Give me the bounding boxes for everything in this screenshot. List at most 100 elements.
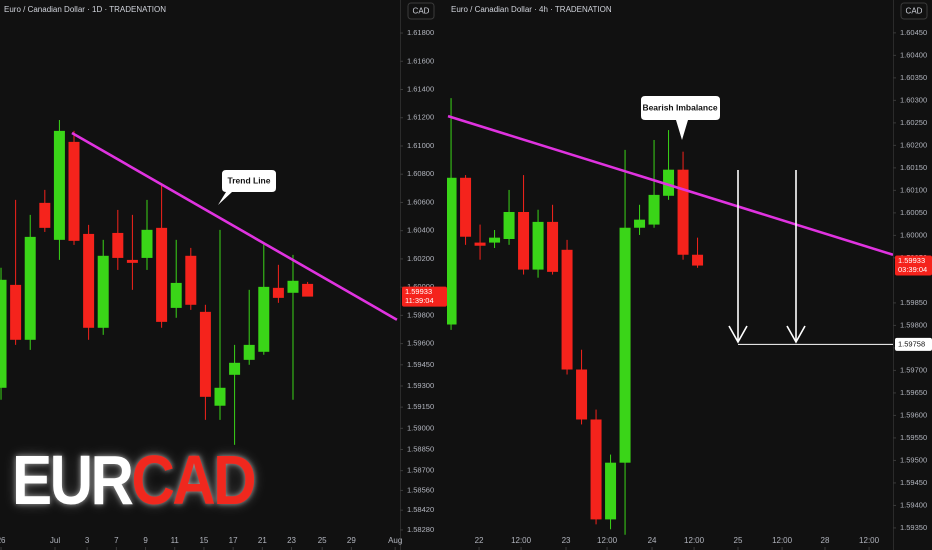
y-tick-label: 1.60200: [407, 254, 434, 263]
y-tick-label: 1.58560: [407, 485, 434, 494]
x-tick-label: 17: [229, 536, 238, 545]
candle-body: [83, 233, 95, 328]
callout-text: Trend Line: [228, 175, 271, 185]
candle-body: [243, 344, 255, 360]
currency-box: [407, 2, 435, 20]
countdown-label: 03:39:04: [898, 265, 927, 274]
candle-body: [590, 419, 602, 520]
candle-body: [503, 211, 515, 239]
y-tick-label: 1.60100: [900, 185, 927, 194]
candle-body: [547, 221, 559, 272]
y-tick-label: 1.59550: [900, 433, 927, 442]
x-tick-label: 26: [0, 536, 6, 545]
plot-layer: [0, 98, 894, 535]
candle-body: [489, 237, 501, 243]
candle-body: [272, 287, 284, 298]
arrow-head: [728, 325, 748, 344]
last-price-label: 1.59933: [405, 287, 432, 296]
y-tick-label: 1.59350: [900, 523, 927, 532]
candle-body: [170, 282, 182, 308]
y-tick-label: 1.60800: [407, 169, 434, 178]
y-tick-label: 1.61800: [407, 28, 434, 37]
callout-bubble: [218, 170, 276, 205]
candle-body: [634, 219, 646, 228]
x-tick-label: 23: [287, 536, 296, 545]
y-tick-label: 1.59150: [407, 402, 434, 411]
price-axis: [400, 0, 447, 550]
candle-body: [445, 177, 457, 325]
x-tick-label: 29: [347, 536, 356, 545]
candle-body: [185, 255, 197, 305]
candle-body: [126, 259, 138, 263]
y-tick-label: 1.59600: [407, 339, 434, 348]
y-tick-label: 1.59700: [900, 365, 927, 374]
candle-body: [53, 130, 65, 240]
candle-body: [561, 249, 573, 370]
y-tick-label: 1.59450: [900, 478, 927, 487]
y-tick-label: 1.60450: [900, 28, 927, 37]
y-tick-label: 1.60000: [900, 230, 927, 239]
y-tick-label: 1.58700: [407, 466, 434, 475]
watermark-quote: CAD: [131, 441, 256, 519]
y-tick-label: 1.59800: [407, 310, 434, 319]
candle-body: [229, 362, 241, 375]
candle-body: [518, 211, 530, 270]
x-tick-label: 11: [171, 536, 180, 545]
trend-line-callout: Trend Line: [218, 170, 276, 205]
bearish-imbalance-callout: Bearish Imbalance: [641, 96, 720, 140]
y-tick-label: 1.60350: [900, 73, 927, 82]
x-tick-label: 28: [821, 536, 830, 545]
watermark: EURCAD: [12, 440, 257, 520]
candle-body: [0, 279, 7, 388]
countdown-label: 11:39:04: [405, 296, 434, 305]
x-tick-label: 25: [734, 536, 743, 545]
candle-body: [10, 284, 22, 340]
y-tick-label: 1.60250: [900, 118, 927, 127]
x-tick-label: 12:00: [684, 536, 705, 545]
trend-line: [447, 114, 894, 256]
x-tick-label: 15: [199, 536, 208, 545]
y-tick-label: 1.59500: [900, 455, 927, 464]
x-tick-label: 12:00: [859, 536, 880, 545]
down-arrows: [728, 170, 806, 344]
x-tick-label: 7: [114, 536, 119, 545]
candle-body: [648, 194, 660, 225]
watermark-base: EUR: [12, 441, 134, 519]
candle-body: [287, 280, 299, 293]
candle-body: [474, 242, 486, 246]
y-tick-label: 1.60400: [900, 50, 927, 59]
y-tick-label: 1.60150: [900, 163, 927, 172]
x-tick-label: 9: [143, 536, 148, 545]
y-tick-label: 1.61400: [407, 84, 434, 93]
x-tick-label: 25: [318, 536, 327, 545]
candle-body: [532, 221, 544, 270]
last-price-box: [402, 286, 447, 307]
candle-body: [576, 369, 588, 420]
level-label: 1.59758: [898, 339, 925, 348]
candle-body: [258, 286, 270, 352]
candle-body: [605, 462, 617, 520]
candle-body: [141, 229, 153, 258]
y-tick-label: 1.60400: [407, 226, 434, 235]
y-tick-label: 1.61600: [407, 56, 434, 65]
x-tick-label: Aug: [388, 536, 402, 545]
y-tick-label: 1.59300: [407, 381, 434, 390]
arrow-head: [786, 325, 806, 344]
candle-body: [677, 169, 689, 255]
candle-body: [112, 232, 124, 258]
candle-body: [214, 387, 226, 406]
y-tick-label: 1.60050: [900, 208, 927, 217]
y-tick-label: 1.58420: [407, 505, 434, 514]
y-tick-label: 1.59650: [900, 388, 927, 397]
x-tick-label: 12:00: [597, 536, 618, 545]
y-tick-label: 1.58850: [407, 444, 434, 453]
candle-body: [156, 227, 168, 322]
chart-title: Euro / Canadian Dollar · 1D · TRADENATIO…: [4, 5, 166, 14]
candle-body: [619, 227, 631, 463]
trend-line: [71, 131, 398, 321]
callout-text: Bearish Imbalance: [642, 102, 717, 112]
level-box: [895, 337, 932, 351]
y-tick-label: 1.59850: [900, 298, 927, 307]
